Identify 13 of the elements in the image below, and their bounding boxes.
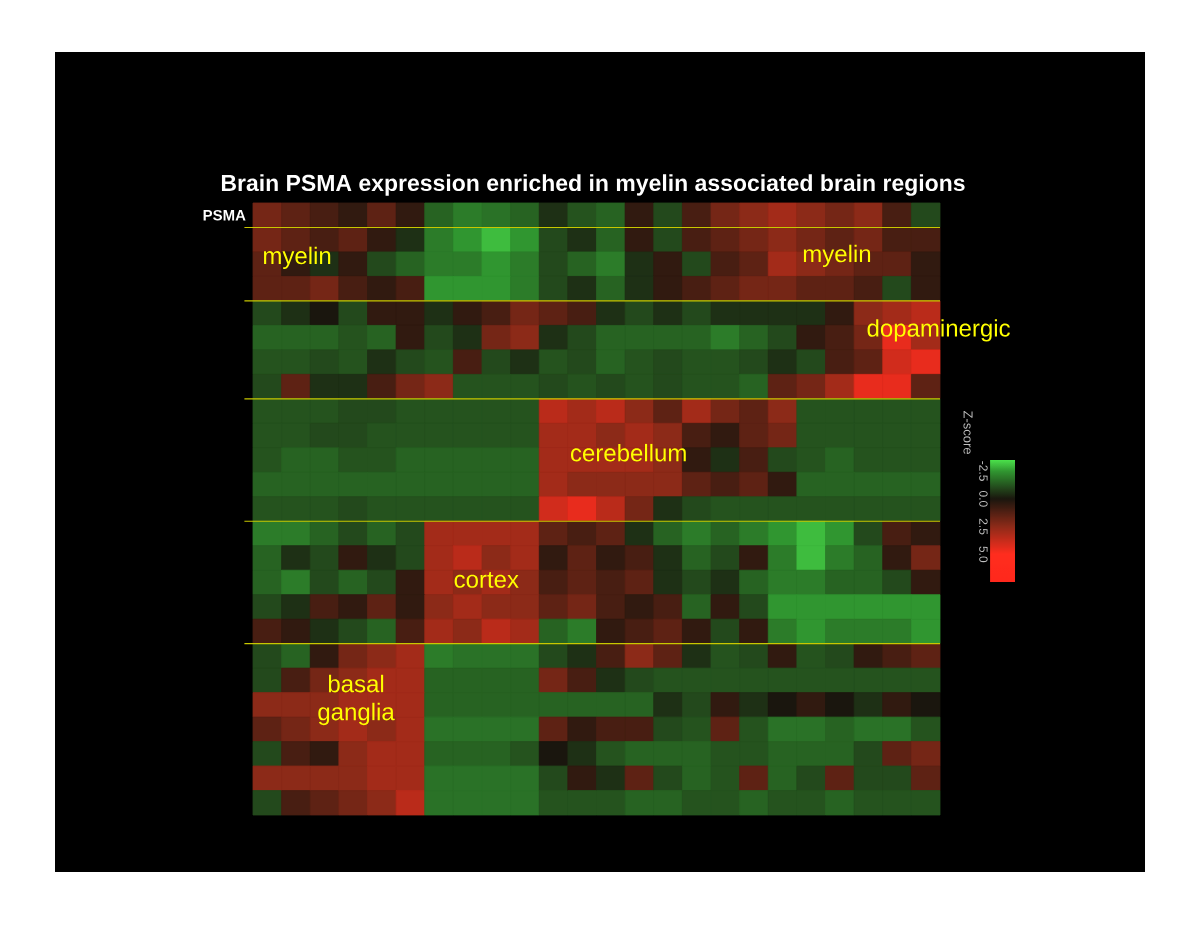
color-bar-label: 0.0 (979, 490, 988, 507)
annotation: cerebellum (571, 443, 686, 462)
color-bar-label: 5.0 (979, 546, 988, 563)
y-tick-label: PSMA (203, 209, 246, 221)
color-bar-label: 2.5 (979, 518, 988, 535)
color-bar-label: -2.5 (979, 461, 988, 481)
annotation: myelin (264, 246, 331, 270)
annotation: myelin (803, 244, 871, 268)
color-bar-title: Z-score (963, 410, 973, 455)
annotation: basal ganglia (318, 674, 395, 726)
chart-title: Brain PSMA expression enriched in myelin associated brain regions (221, 174, 965, 196)
annotation: cortex (454, 572, 519, 588)
annotation: dopaminergic (867, 319, 1010, 342)
